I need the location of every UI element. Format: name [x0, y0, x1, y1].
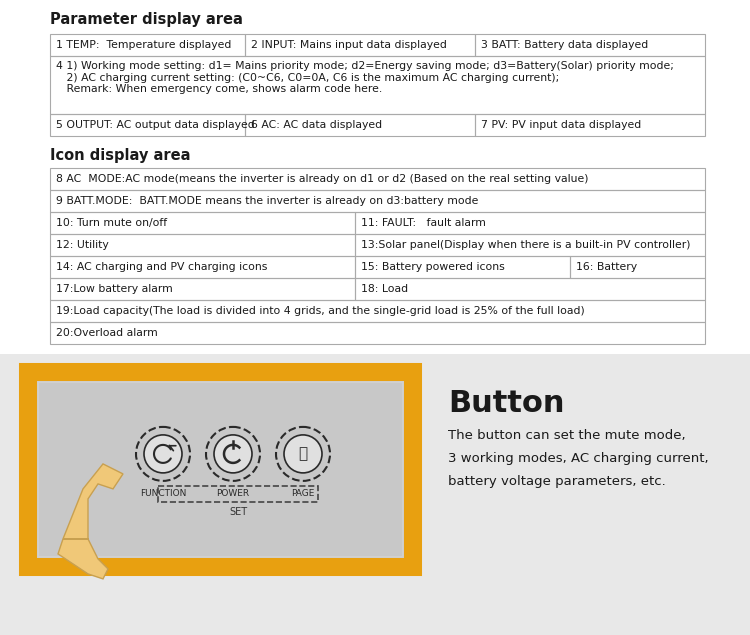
- Text: 13:Solar panel(Display when there is a built-in PV controller): 13:Solar panel(Display when there is a b…: [361, 240, 691, 250]
- Bar: [50, 234, 355, 256]
- Bar: [50, 190, 705, 212]
- Bar: [245, 114, 475, 136]
- Text: 17:Low battery alarm: 17:Low battery alarm: [56, 284, 172, 294]
- Text: POWER: POWER: [217, 489, 250, 498]
- Text: 6 AC: AC data displayed: 6 AC: AC data displayed: [251, 120, 382, 130]
- Bar: [355, 256, 570, 278]
- Text: Icon display area: Icon display area: [50, 148, 190, 163]
- Text: 3 BATT: Battery data displayed: 3 BATT: Battery data displayed: [481, 40, 648, 50]
- Bar: [245, 34, 475, 56]
- Text: 7 PV: PV input data displayed: 7 PV: PV input data displayed: [481, 120, 641, 130]
- Text: FUNCTION: FUNCTION: [140, 489, 186, 498]
- Bar: [355, 278, 705, 300]
- Bar: [475, 34, 705, 56]
- Text: 12: Utility: 12: Utility: [56, 240, 109, 250]
- Bar: [158, 486, 318, 502]
- Text: 4 1) Working mode setting: d1= Mains priority mode; d2=Energy saving mode; d3=Ba: 4 1) Working mode setting: d1= Mains pri…: [56, 61, 674, 94]
- Text: The button can set the mute mode,
3 working modes, AC charging current,
battery : The button can set the mute mode, 3 work…: [448, 429, 709, 488]
- Bar: [39, 383, 402, 556]
- Circle shape: [144, 435, 182, 473]
- FancyBboxPatch shape: [28, 372, 413, 567]
- Text: 2 INPUT: Mains input data displayed: 2 INPUT: Mains input data displayed: [251, 40, 447, 50]
- Text: 9 BATT.MODE:  BATT.MODE means the inverter is already on d3:battery mode: 9 BATT.MODE: BATT.MODE means the inverte…: [56, 196, 479, 206]
- Text: 18: Load: 18: Load: [361, 284, 408, 294]
- Text: 11: FAULT:   fault alarm: 11: FAULT: fault alarm: [361, 218, 486, 228]
- Text: SET: SET: [229, 507, 247, 517]
- Circle shape: [214, 435, 252, 473]
- Bar: [50, 168, 705, 190]
- Text: 16: Battery: 16: Battery: [576, 262, 637, 272]
- Text: 19:Load capacity(The load is divided into 4 grids, and the single-grid load is 2: 19:Load capacity(The load is divided int…: [56, 306, 585, 316]
- Text: Button: Button: [448, 389, 565, 418]
- Bar: [50, 34, 245, 56]
- Text: 📖: 📖: [298, 446, 307, 462]
- Circle shape: [284, 435, 322, 473]
- Text: 14: AC charging and PV charging icons: 14: AC charging and PV charging icons: [56, 262, 267, 272]
- Text: 1 TEMP:  Temperature displayed: 1 TEMP: Temperature displayed: [56, 40, 231, 50]
- Bar: [50, 300, 705, 322]
- Text: PAGE: PAGE: [291, 489, 315, 498]
- Text: 20:Overload alarm: 20:Overload alarm: [56, 328, 158, 338]
- Bar: [50, 212, 355, 234]
- Text: 15: Battery powered icons: 15: Battery powered icons: [361, 262, 505, 272]
- Bar: [355, 234, 705, 256]
- Text: Parameter display area: Parameter display area: [50, 12, 243, 27]
- Text: 8 AC  MODE:AC mode(means the inverter is already on d1 or d2 (Based on the real : 8 AC MODE:AC mode(means the inverter is …: [56, 174, 589, 184]
- Bar: [475, 114, 705, 136]
- Text: 10: Turn mute on/off: 10: Turn mute on/off: [56, 218, 167, 228]
- Bar: [0, 354, 750, 635]
- Bar: [50, 56, 705, 114]
- Bar: [355, 212, 705, 234]
- Bar: [570, 256, 705, 278]
- Bar: [50, 114, 245, 136]
- Polygon shape: [58, 464, 123, 579]
- Bar: [50, 322, 705, 344]
- Bar: [50, 278, 355, 300]
- Text: 5 OUTPUT: AC output data displayed: 5 OUTPUT: AC output data displayed: [56, 120, 255, 130]
- Bar: [50, 256, 355, 278]
